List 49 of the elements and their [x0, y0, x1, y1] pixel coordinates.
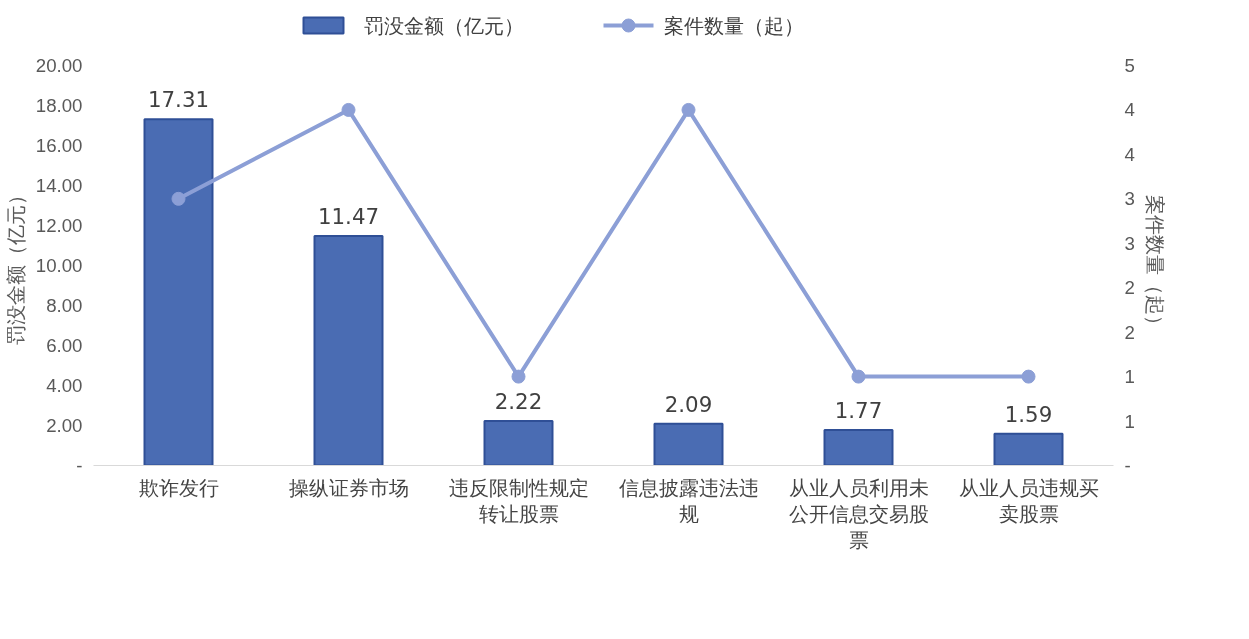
- y2-tick-label: -: [1124, 455, 1131, 476]
- y2-tick-label: 3: [1124, 232, 1135, 254]
- bar: [483, 420, 554, 466]
- y-axis-title: 罚没金额（亿元）: [3, 185, 28, 346]
- x-tick-label: 信息披露违法违规: [618, 476, 759, 525]
- y-tick-label: 8.00: [46, 295, 83, 316]
- y-tick-label: 20.00: [35, 55, 83, 76]
- x-tick-label: 操纵证券市场: [288, 476, 409, 499]
- bar: [993, 432, 1064, 466]
- point: [171, 191, 186, 206]
- data-label: 2.09: [664, 391, 713, 417]
- x-tick-label: 违反限制性规定转让股票: [448, 476, 589, 525]
- y-tick-label: 16.00: [35, 135, 83, 156]
- data-label: 11.47: [317, 204, 380, 230]
- y-tick-label: 2.00: [46, 415, 83, 436]
- legend-label: 罚没金额（亿元）: [363, 13, 524, 38]
- y-tick-label: -: [76, 455, 83, 476]
- x-tick-label: 从业人员利用未公开信息交易股票: [788, 476, 929, 552]
- data-label: 2.22: [494, 389, 543, 415]
- y2-tick-label: 2: [1124, 321, 1135, 343]
- y-tick-label: 6.00: [46, 335, 83, 356]
- y-tick-label: 18.00: [35, 95, 83, 116]
- y2-tick-label: 4: [1124, 143, 1135, 165]
- point: [851, 369, 866, 384]
- bar: [653, 422, 724, 466]
- y2-tick-label: 3: [1124, 188, 1135, 210]
- y2-tick-label: 5: [1124, 55, 1135, 76]
- bar: [823, 429, 894, 466]
- point: [1021, 369, 1036, 384]
- y2-tick-label: 1: [1124, 410, 1135, 432]
- y2-axis-title: 案件数量（起）: [1142, 195, 1167, 336]
- y-tick-label: 4.00: [46, 375, 83, 396]
- data-label: 1.77: [834, 398, 883, 424]
- y-tick-label: 10.00: [35, 255, 83, 276]
- bar: [143, 118, 214, 466]
- y-tick-label: 14.00: [35, 175, 83, 196]
- x-tick-label: 欺诈发行: [138, 476, 219, 499]
- point: [511, 369, 526, 384]
- x-tick-label: 从业人员违规买卖股票: [958, 476, 1099, 525]
- bar: [313, 235, 384, 466]
- data-label: 17.31: [147, 87, 210, 113]
- legend-label: 案件数量（起）: [663, 13, 804, 38]
- data-label: 1.59: [1004, 401, 1053, 427]
- y2-tick-label: 2: [1124, 277, 1135, 299]
- y-tick-label: 12.00: [35, 215, 83, 236]
- point: [681, 102, 696, 117]
- y2-tick-label: 4: [1124, 99, 1135, 121]
- y2-tick-label: 1: [1124, 366, 1135, 388]
- point: [341, 102, 356, 117]
